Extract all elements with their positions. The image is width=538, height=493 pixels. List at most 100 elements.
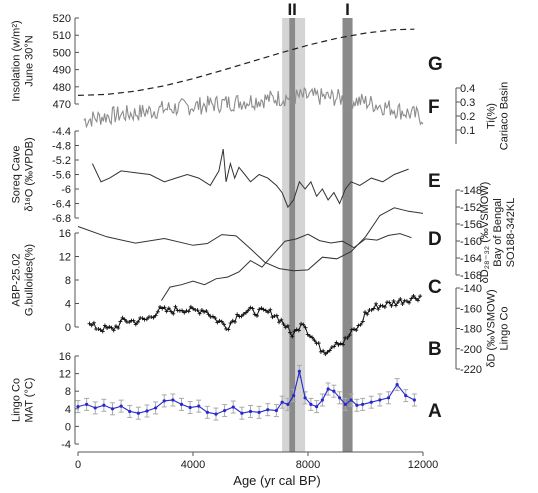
- data-point-b: [321, 348, 326, 353]
- y-tick-label: -200: [460, 344, 482, 356]
- y-axis-label-line: δD₂₈₋₃₂ (‰VSMOW): [479, 182, 491, 284]
- y-tick-label: -220: [460, 364, 482, 376]
- data-point-b: [100, 329, 105, 334]
- band-label-0: II: [287, 0, 296, 19]
- y-axis-label-f: Ti(%)Cariaco Basin: [486, 82, 511, 150]
- data-point-b: [413, 296, 418, 301]
- data-point-b: [301, 322, 306, 327]
- data-point-a: [404, 394, 408, 398]
- y-tick-label: -5.2: [52, 155, 71, 167]
- data-point-b: [151, 315, 156, 320]
- panel-letter-a: A: [428, 401, 442, 422]
- x-tick-label: 4000: [181, 459, 205, 471]
- y-tick-label: 480: [53, 82, 71, 94]
- data-point-b: [336, 342, 341, 347]
- data-point-b: [363, 310, 368, 315]
- data-point-b: [376, 307, 381, 312]
- data-point-b: [277, 320, 282, 325]
- data-point-a: [412, 398, 416, 402]
- data-point-b: [89, 323, 94, 328]
- data-point-b: [316, 341, 321, 346]
- data-point-b: [241, 312, 246, 317]
- data-point-b: [327, 348, 332, 353]
- y-tick-label: -4.4: [52, 126, 71, 138]
- y-axis-label-a: Lingo CoMAT (°C): [11, 378, 36, 423]
- data-point-b: [305, 332, 310, 337]
- data-point-a: [378, 398, 382, 402]
- data-point-b: [122, 317, 127, 322]
- data-point-b: [213, 316, 218, 321]
- data-point-a: [315, 405, 319, 409]
- y-tick-label: 4: [65, 299, 71, 311]
- y-tick-label: 500: [53, 47, 71, 59]
- y-tick-label: -5.6: [52, 170, 71, 182]
- data-point-b: [404, 299, 409, 304]
- data-point-a: [76, 405, 80, 409]
- data-point-a: [93, 406, 97, 410]
- data-point-b: [257, 307, 262, 312]
- data-point-b: [162, 305, 167, 310]
- data-point-b: [281, 322, 286, 327]
- data-point-a: [205, 410, 209, 414]
- y-tick-label: -160: [460, 303, 482, 315]
- data-point-a: [303, 396, 307, 400]
- y-tick-label: 0.3: [460, 97, 475, 109]
- y-tick-label: -180: [460, 324, 482, 336]
- data-point-b: [91, 320, 96, 325]
- data-point-b: [169, 309, 174, 314]
- panel-a: -4 0 4 8 12 16 Lingo CoMAT (°C) A: [11, 351, 443, 451]
- y-tick-label: 0.4: [460, 83, 475, 95]
- data-point-b: [415, 298, 420, 303]
- data-point-b: [120, 315, 125, 320]
- y-tick-label: 0: [65, 421, 71, 433]
- data-point-a: [231, 405, 235, 409]
- data-point-b: [118, 319, 123, 324]
- y-tick-label: 8: [65, 386, 71, 398]
- data-point-b: [356, 323, 361, 328]
- data-point-b: [340, 342, 345, 347]
- data-point-b: [354, 328, 359, 333]
- data-point-b: [296, 328, 301, 333]
- y-axis-label-line: June 30°N: [24, 35, 36, 87]
- data-point-b: [215, 320, 220, 325]
- y-tick-label: -6.4: [52, 199, 71, 211]
- data-point-a: [136, 411, 140, 415]
- y-axis-label-c: ABP-25.02G.bulloides(%): [11, 244, 36, 316]
- y-tick-label: -6: [61, 184, 71, 196]
- y-axis-label-line: δ¹⁸O (‰VPDB): [24, 137, 36, 211]
- data-point-b: [393, 303, 398, 308]
- data-point-a: [292, 394, 296, 398]
- data-point-a: [343, 402, 347, 406]
- data-point-a: [349, 398, 353, 402]
- data-point-b: [164, 309, 169, 314]
- series-line-g: [77, 28, 415, 96]
- series-line-f: [83, 86, 424, 129]
- data-point-b: [191, 306, 196, 311]
- data-point-b: [127, 320, 132, 325]
- data-point-a: [154, 406, 158, 410]
- data-point-b: [171, 311, 176, 316]
- y-tick-label: -4: [61, 439, 71, 451]
- data-point-b: [116, 326, 121, 331]
- data-point-b: [87, 321, 92, 326]
- data-point-b: [358, 322, 363, 327]
- y-tick-label: -148: [460, 185, 482, 197]
- band-label-1: I: [345, 0, 350, 19]
- data-point-b: [288, 330, 293, 335]
- data-point-a: [280, 400, 284, 404]
- data-point-b: [221, 322, 226, 327]
- y-tick-label: 0.2: [460, 111, 475, 123]
- panel-letter-d: D: [428, 229, 442, 250]
- data-point-b: [210, 314, 215, 319]
- y-tick-label: -160: [460, 236, 482, 248]
- series-line-d: [77, 207, 424, 272]
- data-point-b: [197, 311, 202, 316]
- data-point-b: [263, 308, 268, 313]
- data-point-a: [197, 404, 201, 408]
- data-point-b: [409, 296, 414, 301]
- data-point-b: [246, 308, 251, 313]
- data-point-b: [310, 335, 315, 340]
- data-point-b: [239, 314, 244, 319]
